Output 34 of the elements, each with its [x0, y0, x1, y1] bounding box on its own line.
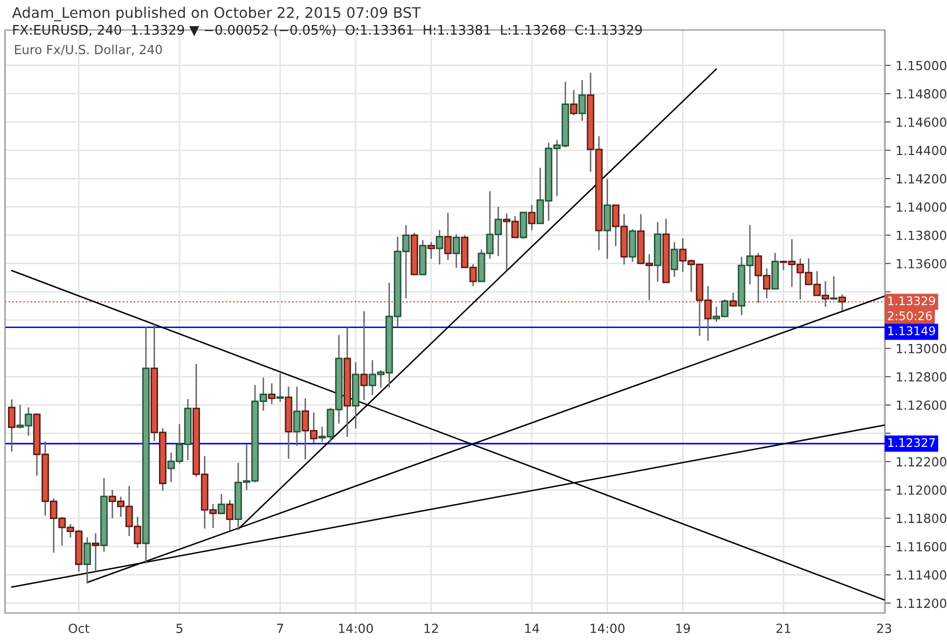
ref-line-label: 1.13329: [888, 296, 935, 306]
y-tick-label: 1.13800: [896, 230, 946, 240]
y-tick-label: 1.11800: [896, 514, 946, 524]
ref-line-label: 1.13149: [888, 326, 935, 336]
annotation: Euro Fx/U.S. Dollar, 240: [15, 44, 162, 56]
ref-line-label: 1.12327: [888, 438, 935, 448]
y-tick-label: 1.14000: [896, 202, 946, 212]
y-tick-label: 1.12200: [896, 457, 946, 467]
y-tick-label: 1.13600: [896, 258, 946, 268]
x-tick-label: 14:00: [339, 624, 373, 634]
text: 2:50:26: [888, 311, 932, 320]
x-tick-label: Oct: [68, 624, 90, 634]
y-tick-label: 1.12600: [896, 400, 946, 410]
y-tick-label: 1.12800: [896, 372, 946, 382]
y-tick-label: 1.14200: [896, 174, 946, 184]
y-tick-label: 1.11200: [896, 598, 946, 608]
x-tick-label: 7: [277, 624, 284, 633]
x-tick-label: 21: [776, 624, 790, 633]
x-tick-label: 14:00: [590, 624, 625, 634]
chart-title: Adam_Lemon published on October 22, 2015 07:09 BST: [12, 6, 421, 22]
x-tick-label: 23: [877, 624, 892, 634]
y-tick-label: 1.15000: [896, 60, 946, 70]
y-tick-label: 1.11600: [896, 542, 946, 552]
x-tick-label: 19: [676, 624, 690, 634]
chart-subtitle: FX:EURUSD, 240 1.13329 ▼ −0.00052 (−0.05%) O:1.13361 H:1.13381 L:1.13268 C:1.13329: [13, 24, 642, 36]
x-tick-label: 12: [424, 624, 438, 633]
y-tick-label: 1.14800: [896, 89, 946, 99]
y-tick-label: 1.12000: [896, 485, 946, 495]
y-tick-label: 1.14400: [896, 146, 946, 156]
x-tick-label: 5: [176, 624, 182, 634]
x-tick-label: 14: [525, 624, 540, 633]
y-tick-label: 1.11400: [896, 570, 946, 580]
y-tick-label: 1.14600: [896, 117, 946, 127]
y-tick-label: 1.13000: [896, 344, 946, 354]
